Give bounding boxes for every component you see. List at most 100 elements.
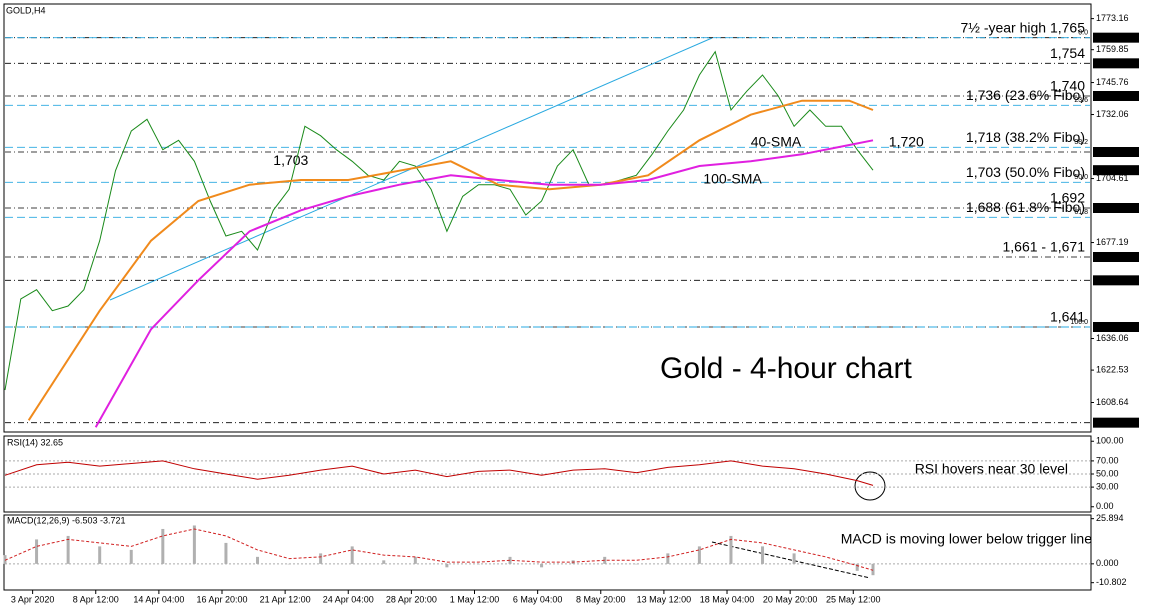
annotation: 1,736 (23.6% Fibo): [966, 87, 1085, 103]
rsi-label: RSI(14) 32.65: [7, 437, 63, 447]
histogram-bar: [634, 563, 638, 565]
tick-box: [1093, 322, 1139, 332]
y-tick-label: 0.00: [1096, 501, 1114, 511]
annotation: 40-SMA: [751, 133, 802, 149]
macd-panel: [3, 514, 1092, 591]
price-panel: [3, 3, 1092, 433]
tick-box: [1093, 91, 1139, 101]
histogram-bar: [792, 553, 796, 564]
histogram-bar: [3, 555, 7, 564]
tick-box: [1093, 58, 1139, 69]
histogram-bar: [224, 542, 228, 564]
annotation: 1,703 (50.0% Fibo): [966, 164, 1085, 180]
annotation: 1,720: [889, 133, 924, 149]
y-tick-label: 1677.19: [1096, 237, 1129, 247]
histogram-bar: [476, 563, 480, 565]
x-tick-label: 6 May 04:00: [513, 594, 563, 604]
annotation: 1,754: [1050, 45, 1085, 61]
histogram-bar: [287, 563, 291, 565]
macd-label: MACD(12,26,9) -6.503 -3.721: [7, 515, 126, 525]
y-tick-label: 1692.00: [1096, 202, 1129, 212]
y-tick-label: 70.00: [1096, 455, 1119, 465]
y-tick-label: 1636.06: [1096, 333, 1129, 343]
macd-annotation: MACD is moving lower below trigger line: [841, 531, 1093, 547]
y-tick-label: -10.802: [1096, 577, 1127, 587]
histogram-bar: [697, 546, 701, 564]
last-price-box: [1093, 165, 1139, 176]
histogram-bar: [192, 525, 196, 564]
x-tick-label: 25 May 12:00: [826, 594, 881, 604]
y-tick-label: 1773.16: [1096, 13, 1129, 23]
x-tick-label: 16 Apr 20:00: [196, 594, 247, 604]
x-tick-label: 21 Apr 12:00: [260, 594, 311, 604]
tick-box: [1093, 417, 1139, 428]
annotation: 1,688 (61.8% Fibo): [966, 199, 1085, 215]
annotation: 1,661 - 1,671: [1002, 239, 1085, 255]
rsi-annotation: RSI hovers near 30 level: [915, 461, 1068, 477]
x-tick-label: 8 May 20:00: [576, 594, 626, 604]
histogram-bar: [161, 528, 165, 564]
histogram-bar: [66, 535, 70, 564]
y-tick-label: 0.000: [1096, 558, 1119, 568]
y-tick-label: 1765.00: [1096, 32, 1129, 42]
histogram-bar: [35, 539, 39, 564]
y-tick-label: 1608.64: [1096, 397, 1129, 407]
x-tick-label: 8 Apr 12:00: [73, 594, 119, 604]
histogram-bar: [413, 556, 417, 564]
fibo-label: 61.8: [1074, 209, 1088, 216]
y-tick-label: 1704.61: [1096, 173, 1129, 183]
fibo-label: 23.6: [1074, 97, 1088, 104]
histogram-bar: [445, 563, 449, 568]
tick-box: [1093, 147, 1139, 157]
y-tick-label: 30.00: [1096, 481, 1119, 491]
chart-title: Gold - 4-hour chart: [660, 352, 912, 385]
histogram-bar: [824, 563, 828, 565]
y-tick-label: 1732.06: [1096, 109, 1129, 119]
histogram-bar: [855, 563, 859, 571]
x-tick-label: 1 May 12:00: [450, 594, 500, 604]
x-tick-label: 18 May 04:00: [700, 594, 755, 604]
x-tick-label: 3 Apr 2020: [11, 594, 55, 604]
annotation: 1,641: [1050, 309, 1085, 325]
y-tick-label: 1759.85: [1096, 44, 1129, 54]
series-line: [4, 528, 874, 571]
y-tick-label: 100.00: [1096, 436, 1124, 446]
tick-box: [1093, 203, 1139, 213]
y-tick-label: 1671.00: [1096, 251, 1129, 261]
histogram-bar: [508, 556, 512, 564]
y-tick-label: 1754.00: [1096, 58, 1129, 68]
macd-trend: [711, 541, 871, 579]
series-line: [4, 50, 874, 391]
annotation: 7½ -year high 1,765: [960, 19, 1085, 35]
annotation: 1,703: [273, 152, 308, 168]
symbol: GOLD,H4: [6, 5, 46, 15]
histogram-bar: [761, 546, 765, 564]
histogram-bar: [666, 553, 670, 564]
histogram-bar: [256, 556, 260, 564]
annotation: 1,692: [1050, 190, 1085, 206]
y-tick-label: 1600.00: [1096, 417, 1129, 427]
y-tick-label: 1641.00: [1096, 321, 1129, 331]
series-line: [4, 460, 874, 486]
histogram-bar: [98, 546, 102, 564]
annotation: 1,718 (38.2% Fibo): [966, 129, 1085, 145]
y-tick-label: 50.00: [1096, 468, 1119, 478]
x-tick-label: 13 May 12:00: [637, 594, 692, 604]
x-tick-label: 24 Apr 04:00: [323, 594, 374, 604]
y-tick-label: 1622.53: [1096, 364, 1129, 374]
series-line: [94, 139, 874, 428]
y-tick-label: 25.894: [1096, 513, 1124, 523]
tick-box: [1093, 275, 1139, 286]
histogram-bar: [382, 560, 386, 564]
y-tick-label: 1716.00: [1096, 146, 1129, 156]
x-tick-label: 14 Apr 04:00: [133, 594, 184, 604]
last-price-label: 1708.21: [1096, 165, 1129, 175]
histogram-bar: [871, 563, 875, 576]
series-line: [27, 99, 874, 421]
tick-box: [1093, 32, 1139, 43]
rsi-circle: [854, 471, 886, 501]
y-tick-label: 1661.00: [1096, 275, 1129, 285]
histogram-bar: [540, 563, 544, 568]
